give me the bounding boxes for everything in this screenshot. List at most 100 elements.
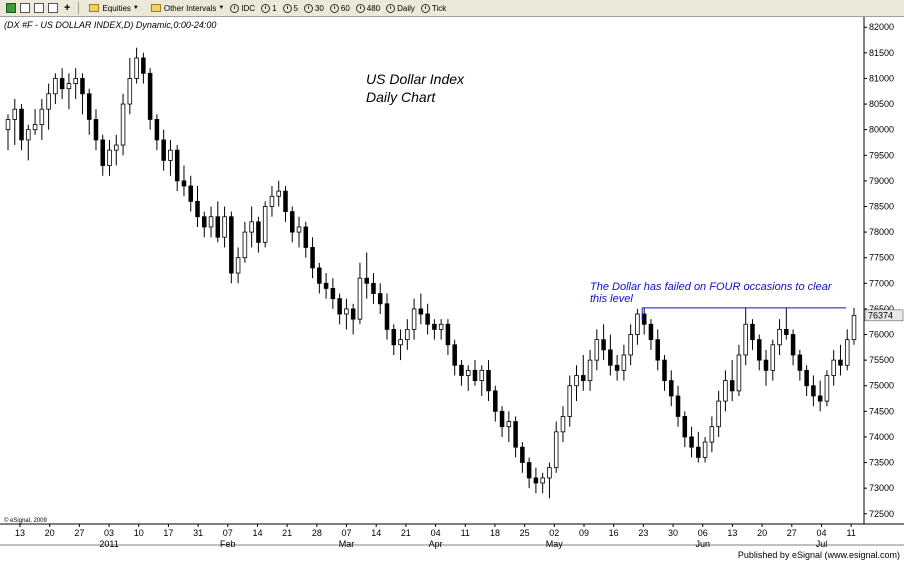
candle-body	[838, 359, 843, 366]
candle-body	[743, 323, 748, 356]
x-month-label: Apr	[429, 539, 443, 549]
candle-body	[46, 93, 51, 110]
candle-body	[127, 78, 133, 105]
candle-body	[479, 369, 485, 382]
candle-body	[777, 328, 782, 346]
clock-icon	[355, 3, 365, 13]
page-icon[interactable]	[20, 3, 30, 13]
candle-body	[547, 467, 552, 479]
interval-daily[interactable]: Daily	[386, 3, 415, 13]
candle-body	[391, 328, 397, 346]
candle-body	[317, 267, 322, 284]
candle-body	[716, 400, 721, 428]
y-tick-label: 75500	[869, 355, 894, 365]
interval-label: 30	[314, 3, 324, 13]
y-tick-label: 74500	[869, 406, 894, 416]
interval-label: 5	[293, 3, 298, 13]
y-axis: 72500 73000 73500 74000 74500 75000 75500 76000…	[864, 22, 894, 519]
candle-body	[472, 369, 478, 382]
interval-tick[interactable]: Tick	[420, 3, 446, 13]
candle-body	[452, 344, 457, 366]
toolbar: + Equities ▼ Other Intervals ▼ IDC 1 5 30 …	[0, 0, 904, 17]
equities-label: Equities	[102, 3, 131, 13]
candle-body	[377, 293, 383, 305]
x-tick-label: 13	[15, 528, 25, 538]
candle-body	[337, 298, 342, 315]
x-tick-label: 06	[698, 528, 708, 538]
candle-body	[5, 119, 11, 131]
last-price-label: 76374	[868, 310, 893, 320]
last-price-marker: 76374	[864, 309, 904, 322]
candle-body	[574, 375, 579, 387]
interval-30[interactable]: 30	[303, 3, 324, 13]
candle-body	[411, 308, 417, 330]
dropdown-arrow-icon: ▼	[218, 5, 225, 11]
x-tick-label: 17	[163, 528, 173, 538]
clock-icon	[261, 3, 271, 13]
candle-body	[398, 339, 403, 346]
candle-body	[93, 119, 99, 141]
y-tick-label: 77500	[869, 253, 894, 263]
candle-body	[59, 78, 65, 90]
candle-body	[438, 323, 444, 330]
x-tick-label: 09	[579, 528, 589, 538]
interval-label: Daily	[397, 3, 415, 13]
candle-body	[756, 339, 762, 361]
x-tick-label: 02	[549, 528, 559, 538]
candle-body	[323, 282, 329, 289]
equities-menu[interactable]: Equities ▼	[102, 4, 138, 13]
x-tick-label: 30	[668, 528, 678, 538]
x-tick-label: 21	[282, 528, 292, 538]
candle-body	[817, 395, 823, 402]
candle-body	[689, 436, 694, 448]
candle-body	[432, 323, 437, 330]
candle-body	[371, 282, 376, 294]
interval-idc[interactable]: IDC	[230, 3, 255, 13]
published-by: Published by eSignal (www.esignal.com)	[738, 550, 900, 560]
candle-body	[141, 57, 146, 74]
chart-icon[interactable]	[6, 3, 16, 13]
candle-body	[790, 334, 796, 356]
candle-body	[493, 390, 498, 412]
candle-body	[628, 334, 633, 356]
candle-body	[357, 277, 363, 320]
folder-icon	[150, 4, 161, 12]
clock-icon	[420, 3, 430, 13]
candle-body	[702, 441, 708, 458]
x-tick-label: 14	[371, 528, 381, 538]
candle-body	[53, 78, 58, 95]
candles	[5, 47, 857, 499]
candle-body	[621, 354, 627, 371]
candle-body	[174, 149, 180, 182]
interval-480[interactable]: 480	[355, 3, 380, 13]
interval-label: 60	[340, 3, 350, 13]
candle-body	[797, 354, 803, 371]
x-tick-label: 21	[401, 528, 411, 538]
candle-body	[249, 221, 254, 233]
interval-1[interactable]: 1	[261, 3, 277, 13]
x-month-label: Mar	[339, 539, 355, 549]
price-chart[interactable]: 72500 73000 73500 74000 74500 75000 75500 76000…	[0, 17, 904, 563]
other-intervals-menu[interactable]: Other Intervals ▼	[164, 4, 224, 13]
properties-icon[interactable]	[48, 3, 58, 13]
candle-body	[107, 149, 112, 166]
plus-icon[interactable]: +	[64, 2, 71, 14]
annotation-line-2: this level	[590, 293, 633, 305]
candle-body	[73, 78, 78, 84]
candle-body	[486, 369, 491, 392]
candle-body	[405, 328, 410, 341]
candle-body	[168, 149, 173, 161]
candle-body	[114, 144, 119, 151]
copy-icon[interactable]	[34, 3, 44, 13]
interval-label: 1	[272, 3, 277, 13]
y-tick-label: 74000	[869, 432, 894, 442]
clock-icon	[282, 3, 292, 13]
dropdown-arrow-icon: ▼	[132, 5, 139, 11]
candle-body	[635, 313, 640, 335]
y-tick-label: 72500	[869, 509, 894, 519]
y-tick-label: 73500	[869, 458, 894, 468]
folder-icon	[89, 4, 100, 12]
interval-5[interactable]: 5	[282, 3, 298, 13]
interval-60[interactable]: 60	[329, 3, 350, 13]
annotation-line-1: The Dollar has failed on FOUR occasions …	[590, 281, 833, 293]
